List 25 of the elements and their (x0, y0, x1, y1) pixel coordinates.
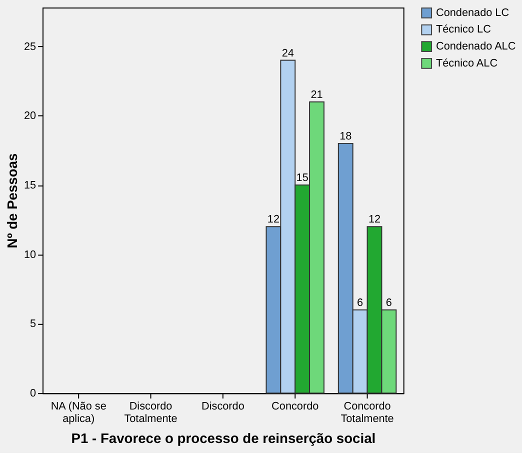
legend-label: Técnico ALC (436, 57, 498, 70)
x-tick-label: Discordo (202, 400, 244, 412)
y-tick-label: 0 (30, 388, 36, 400)
y-tick-label: 15 (24, 180, 36, 192)
legend-label: Condenado ALC (436, 40, 516, 53)
x-tick-label: Concordo Totalmente (340, 400, 394, 426)
data-label: 6 (357, 296, 364, 309)
y-axis-title: Nº de Pessoas (4, 153, 20, 248)
legend-label: Condenado LC (436, 6, 510, 19)
y-tick-label: 5 (30, 318, 36, 330)
x-tick-label: NA (Não se aplica) (50, 400, 106, 426)
y-tick-label: 10 (24, 248, 36, 261)
x-tick-label: Concordo (272, 400, 319, 412)
data-label: 12 (267, 214, 280, 226)
data-label: 21 (310, 88, 323, 101)
y-tick-label: 25 (24, 40, 36, 53)
x-axis-title: P1 - Favorece o processo de reinserção social (71, 430, 376, 446)
data-label: 12 (368, 214, 381, 226)
x-tick-label: Discordo Totalmente (124, 400, 178, 426)
data-label: 15 (296, 172, 308, 184)
y-tick-label: 20 (24, 110, 36, 122)
data-label: 6 (386, 296, 392, 309)
data-label: 24 (282, 47, 294, 60)
data-label: 18 (340, 130, 352, 142)
legend-label: Técnico LC (436, 24, 492, 36)
